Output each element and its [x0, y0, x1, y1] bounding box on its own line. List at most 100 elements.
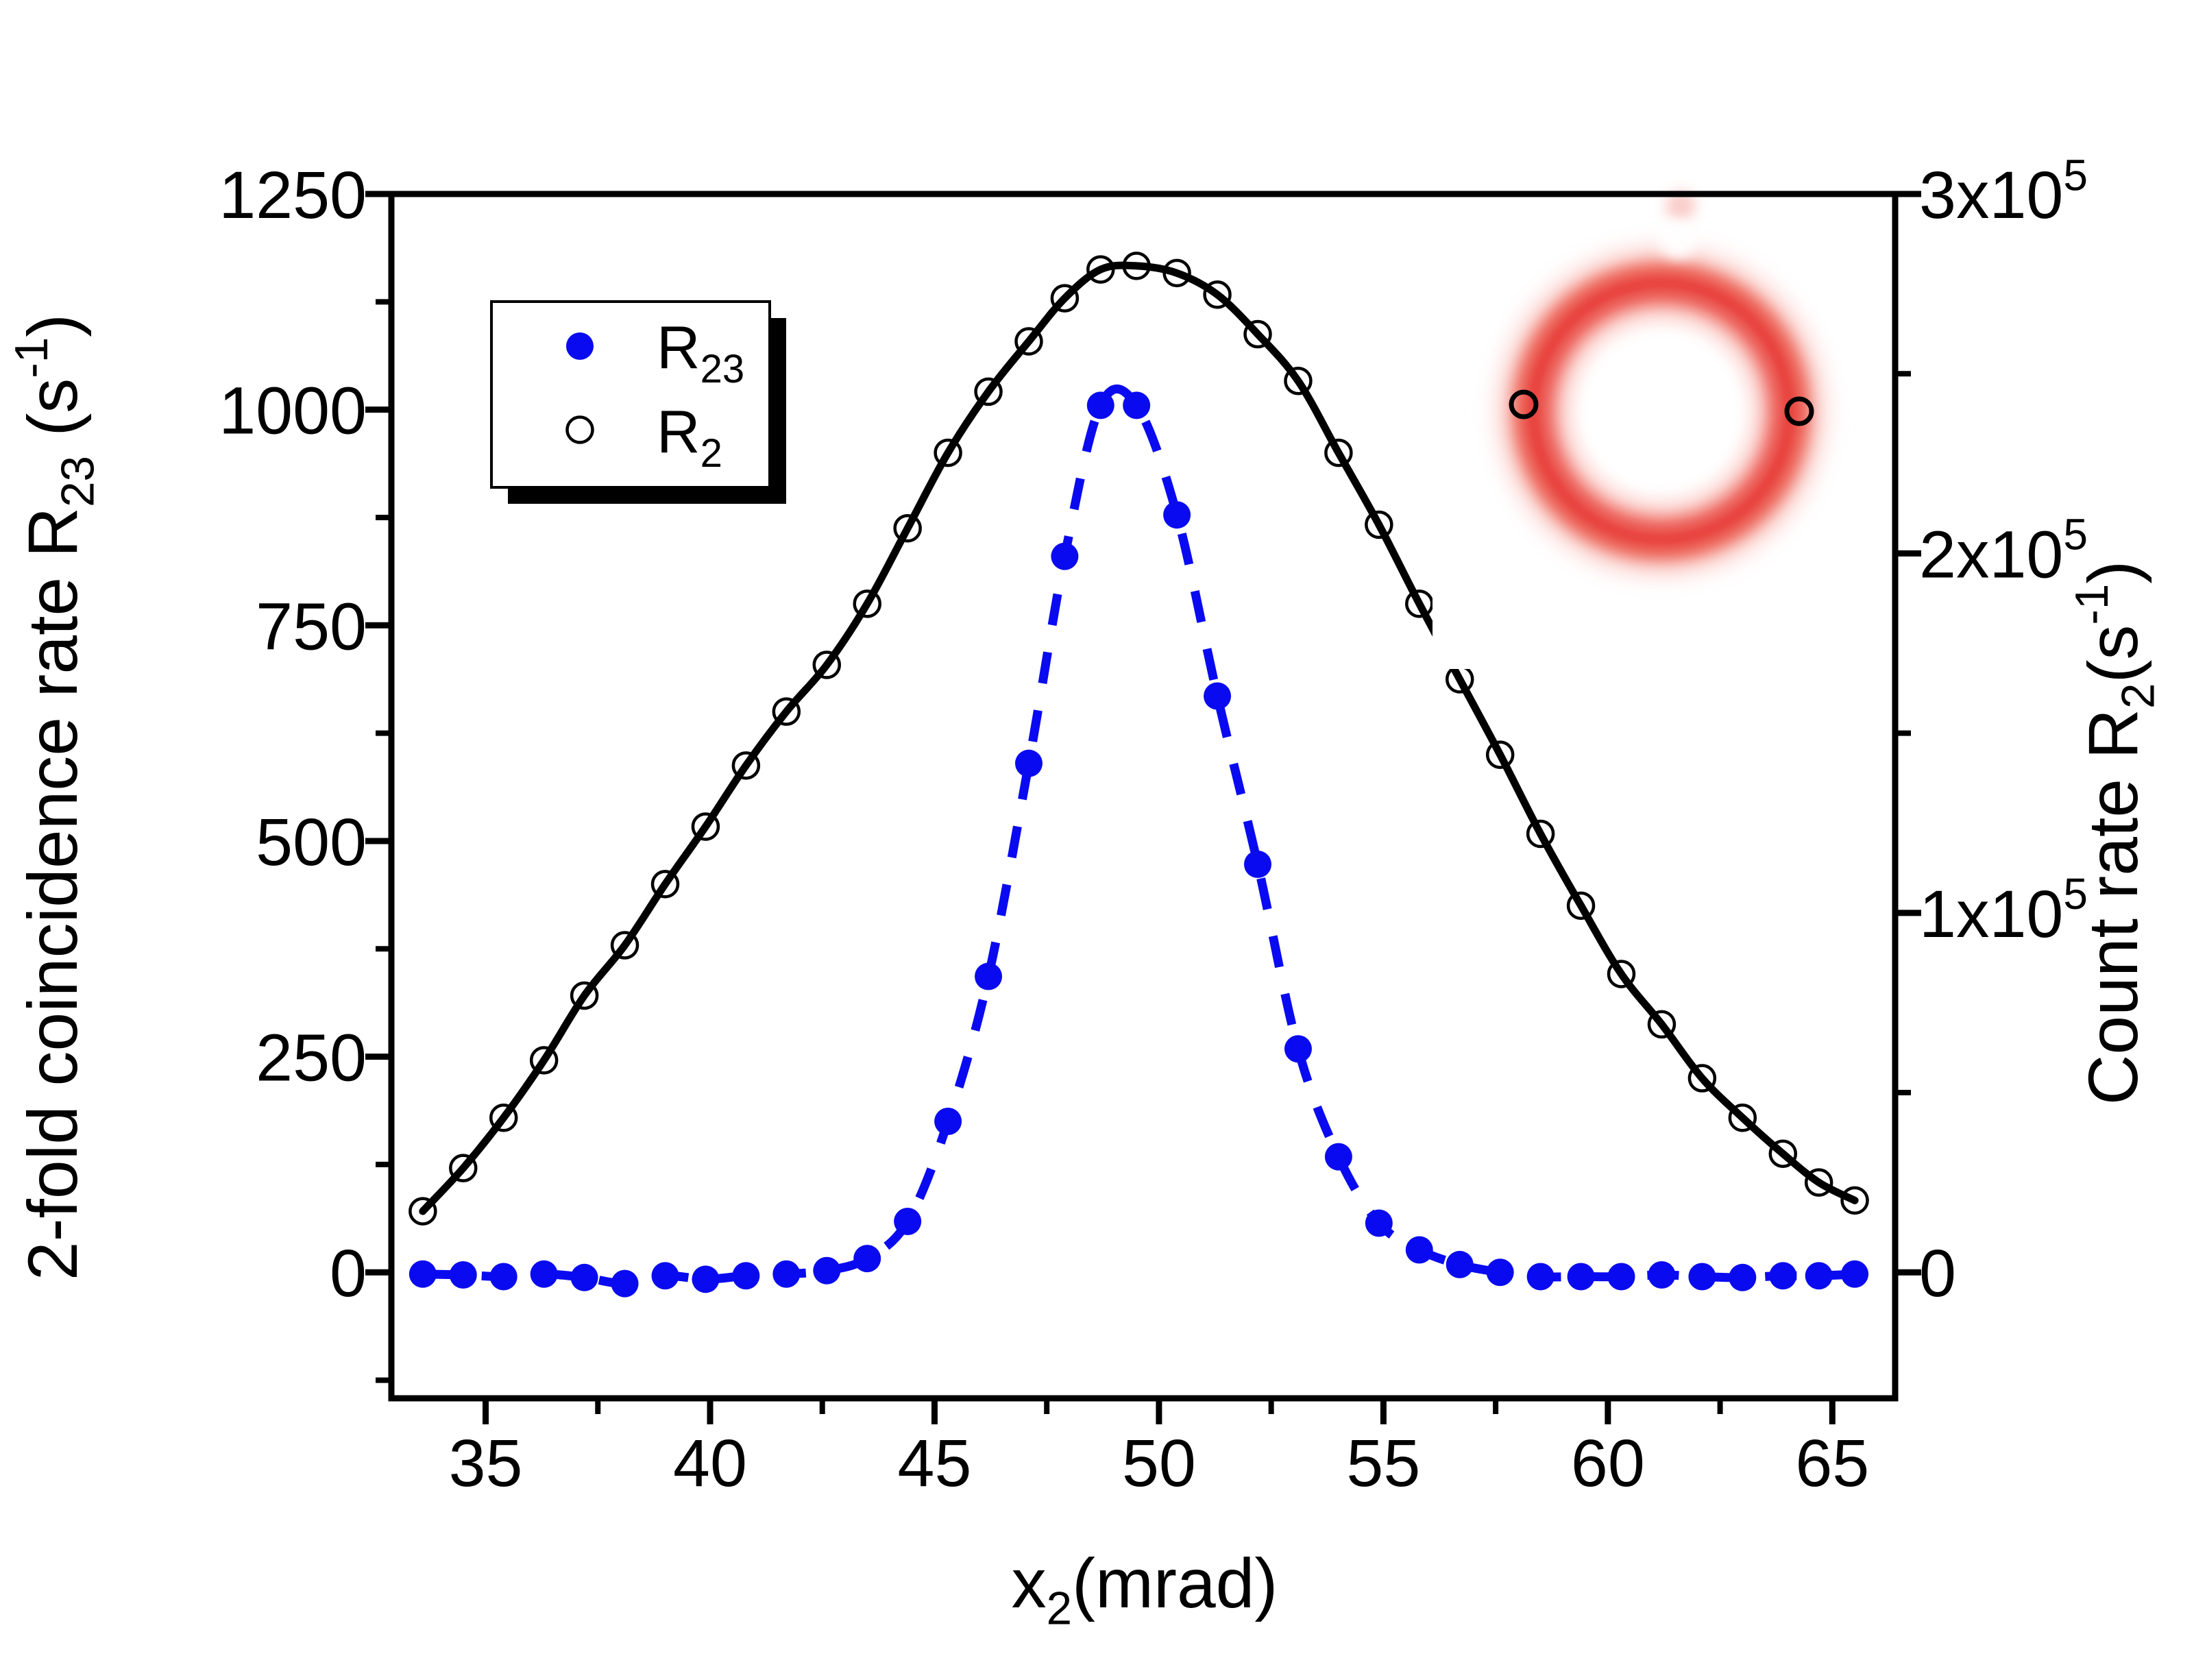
r2-point	[1526, 819, 1555, 849]
legend-label-r2: R2	[657, 398, 722, 476]
r2-point	[1768, 1139, 1798, 1168]
x-tick-label: 50	[1122, 1426, 1196, 1500]
r2-point	[1840, 1186, 1869, 1215]
r23-point	[1086, 391, 1114, 419]
r23-point	[1014, 749, 1043, 777]
r23-point	[530, 1260, 558, 1288]
x-tick-label: 55	[1346, 1426, 1420, 1500]
r23-point	[1405, 1236, 1433, 1264]
legend-label-r23: R23	[657, 313, 744, 391]
r23-point	[1244, 850, 1272, 878]
y-right-tick-label: 1x105	[1919, 869, 2088, 951]
r2-point	[1728, 1103, 1757, 1132]
r2-point	[1162, 258, 1191, 288]
r23-point	[1446, 1250, 1474, 1278]
r2-point	[1243, 319, 1272, 349]
inset-ring-notch	[1659, 221, 1696, 258]
r23-point	[1486, 1258, 1514, 1287]
legend-marker-r2	[565, 415, 594, 444]
legend-box	[490, 300, 771, 489]
r23-point	[409, 1260, 437, 1288]
r2-point	[812, 650, 842, 679]
inset-ring-notch-blob	[1666, 191, 1696, 221]
x-tick-label: 60	[1571, 1426, 1645, 1500]
tick-labels: 35 40 45 50 55 60 65 0 250 500 750 1000 1250 0 1x105 2x…	[219, 150, 2088, 1500]
r2-point	[1365, 510, 1393, 539]
y-left-axis-title: 2-fold coincidence rate R23 (s-1)	[6, 314, 103, 1280]
r2-point	[1405, 589, 1434, 618]
r2-point	[1647, 1010, 1677, 1039]
r23-point	[1567, 1263, 1595, 1291]
r23-point	[1324, 1143, 1352, 1171]
y-right-tick-label: 2x105	[1919, 510, 2088, 592]
y-left-tick-label: 1250	[219, 158, 367, 232]
r23-point	[1365, 1209, 1393, 1237]
x-tick-label: 65	[1795, 1426, 1869, 1500]
inset-red-ring	[1466, 216, 1857, 607]
r23-point	[1805, 1262, 1833, 1290]
r2-point	[1014, 327, 1043, 356]
r2-point	[489, 1103, 518, 1132]
r23-point	[1526, 1263, 1555, 1291]
y-right-tick-label: 0	[1919, 1236, 1956, 1311]
r23-point	[1729, 1263, 1757, 1291]
y-left-tick-label: 0	[330, 1236, 367, 1311]
r2-point	[529, 1046, 559, 1075]
r2-fit-curve	[419, 261, 1859, 1215]
x-tick-label: 35	[449, 1426, 523, 1500]
r2-point	[893, 513, 922, 543]
x-tick-label: 40	[673, 1426, 747, 1500]
r23-point	[1607, 1263, 1635, 1291]
r23-point	[611, 1269, 639, 1298]
r2-point	[449, 1154, 478, 1182]
legend-marker-r23	[566, 332, 594, 360]
r2-point	[1203, 280, 1232, 309]
r23-point	[1163, 501, 1191, 529]
r23-fit-curve-dashed	[422, 385, 1855, 1289]
r2-point	[610, 931, 639, 960]
r2-point	[1485, 740, 1515, 769]
r23-point	[692, 1265, 720, 1293]
r2-point	[974, 377, 1003, 406]
r2-point	[650, 870, 680, 899]
y-right-tick-label: 3x105	[1919, 150, 2088, 232]
r2-point	[1050, 284, 1080, 313]
r2-point	[772, 697, 801, 726]
data-points	[409, 252, 1869, 1298]
inset-detector-marker-left	[1509, 389, 1539, 419]
r23-point	[1688, 1263, 1716, 1291]
y-left-tick-label: 500	[256, 805, 367, 879]
r23-point	[813, 1256, 841, 1285]
r23-point	[1123, 391, 1151, 419]
r23-point	[772, 1260, 801, 1288]
r23-point	[651, 1262, 679, 1290]
r2-point	[934, 438, 962, 467]
x-tick-label: 45	[898, 1426, 972, 1500]
r2-point	[1607, 960, 1636, 988]
r23-point	[1284, 1035, 1312, 1063]
y-right-axis-title: Count rate R2(s-1)	[2067, 561, 2164, 1106]
r2-point	[691, 812, 720, 841]
r2-point	[1086, 255, 1115, 284]
r2-point	[1324, 438, 1353, 467]
r23-point	[1204, 682, 1232, 710]
r23-point	[1841, 1260, 1869, 1288]
plot-frame-rect	[388, 191, 1899, 1402]
r23-point	[449, 1261, 477, 1289]
r2-point	[409, 1197, 437, 1226]
x-axis-title: x2(mrad)	[1012, 1544, 1278, 1634]
y-left-tick-label: 250	[256, 1021, 367, 1095]
r2-point	[1284, 366, 1313, 395]
y-left-tick-label: 750	[256, 589, 367, 664]
r23-point	[732, 1262, 760, 1290]
inset-detector-marker-right	[1784, 396, 1814, 426]
r23-point	[1769, 1262, 1797, 1290]
axis-titles: x2(mrad) 2-fold coincidence rate R23 (s-1…	[6, 314, 2164, 1635]
r23-point	[894, 1207, 922, 1235]
inset-ring-image	[1433, 191, 1893, 669]
fit-curves	[419, 261, 1859, 1289]
r2-point	[1687, 1064, 1717, 1093]
axis-ticks	[365, 191, 1921, 1424]
r2-point	[1804, 1168, 1833, 1197]
